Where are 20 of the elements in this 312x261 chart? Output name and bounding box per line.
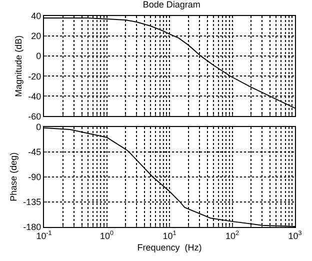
y-tick-label: -90	[28, 172, 42, 182]
x-tick-label: 10$^{0}$	[100, 230, 114, 241]
chart-title: Bode Diagram	[142, 0, 200, 10]
y-tick-label: 0	[36, 122, 42, 132]
y-tick-label: -45	[28, 146, 42, 157]
y-tick-label: -180	[23, 222, 42, 232]
x-axis-title: Frequency (Hz)	[137, 242, 202, 253]
x-tick-label: 10$^{-1}$	[36, 230, 52, 241]
y-tick-label: 0	[36, 51, 42, 62]
y-axis-title: Phase (deg)	[8, 152, 19, 202]
y-tick-label: 20	[31, 31, 42, 42]
x-tick-label: 10$^{3}$	[288, 230, 302, 241]
y-tick-label: -20	[28, 71, 42, 82]
y-tick-label: -60	[28, 111, 42, 122]
y-tick-label: -40	[28, 91, 42, 102]
y-axis-title: Magnitude (dB)	[14, 35, 24, 97]
y-tick-label: -135	[23, 197, 42, 208]
x-tick-label: 10$^{2}$	[225, 230, 240, 241]
y-tick-label: 40	[31, 11, 42, 22]
x-tick-label: 10$^{1}$	[162, 230, 177, 241]
